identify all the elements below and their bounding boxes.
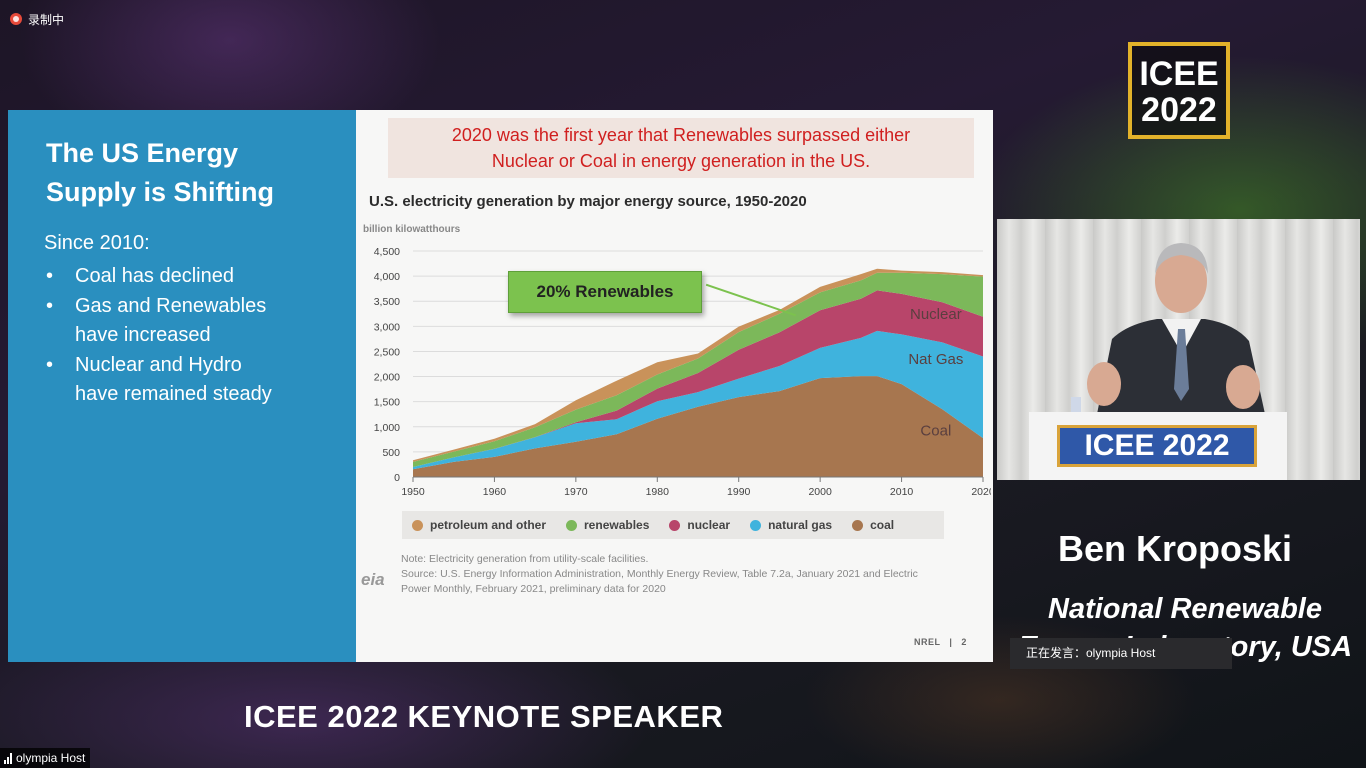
area-label-coal: Coal xyxy=(920,423,951,440)
x-tick-label: 1970 xyxy=(564,486,588,498)
bullet-item: Gas and Renewables have increased xyxy=(44,292,344,351)
x-tick-label: 2020 xyxy=(971,486,991,498)
area-label-nuclear: Nuclear xyxy=(910,306,962,323)
note-line3: Power Monthly, February 2021, preliminar… xyxy=(401,583,666,595)
x-tick-label: 1950 xyxy=(401,486,425,498)
area-label-natural-gas: Nat Gas xyxy=(908,351,963,368)
slide-left-panel: The US Energy Supply is Shifting Since 2… xyxy=(8,110,356,662)
area-chart: 4,500 4,000 3,500 3,000 2,500 2,000 1,500 1,000… xyxy=(374,246,991,498)
record-icon xyxy=(10,13,22,25)
participant-name: olympia Host xyxy=(16,751,86,765)
slide-footer: NREL | 2 xyxy=(914,637,967,647)
legend-swatch xyxy=(412,519,423,531)
logo-line2: 2022 xyxy=(1141,91,1217,129)
org-line1: National Renewable xyxy=(1048,593,1322,625)
speaker-video-feed: ICEE 2022 xyxy=(997,219,1360,480)
x-tick-label: 1980 xyxy=(646,486,670,498)
legend-label: petroleum and other xyxy=(430,518,547,532)
legend-swatch xyxy=(852,519,864,531)
area-nuclear xyxy=(413,290,983,467)
y-tick-label: 3,500 xyxy=(374,296,400,308)
eia-logo: eia xyxy=(361,570,385,589)
bullet-item: Nuclear and Hydro have remained steady xyxy=(44,351,344,410)
area-natural-gas xyxy=(413,330,983,470)
bullet-list: Coal has declined Gas and Renewables hav… xyxy=(44,262,344,410)
legend-label: natural gas xyxy=(768,518,833,532)
legend-label: nuclear xyxy=(687,518,731,532)
banner-line1: 2020 was the first year that Renewables … xyxy=(451,125,911,145)
podium-sign: ICEE 2022 xyxy=(1057,425,1257,467)
legend-label: renewables xyxy=(584,518,650,532)
callout-pointer xyxy=(705,283,797,317)
legend-item: coal xyxy=(852,518,894,532)
legend-swatch xyxy=(566,519,578,531)
y-tick-label: 4,000 xyxy=(374,271,400,283)
source-note: Note: Electricity generation from utilit… xyxy=(401,552,983,597)
y-tick-label: 0 xyxy=(394,472,400,484)
x-tick-label: 2000 xyxy=(808,486,832,498)
y-tick-label: 1,000 xyxy=(374,422,400,434)
legend-item: natural gas xyxy=(750,518,832,532)
participant-tag: olympia Host xyxy=(0,748,91,768)
chart-title: U.S. electricity generation by major ene… xyxy=(369,193,807,210)
note-line2: Source: U.S. Energy Information Administ… xyxy=(401,568,918,580)
legend-item: renewables xyxy=(566,518,649,532)
legend-swatch xyxy=(750,519,762,531)
bullet-item: Coal has declined xyxy=(44,262,344,292)
footer-org: NREL xyxy=(914,637,941,647)
y-tick-label: 2,500 xyxy=(374,346,400,358)
area-petroleum-and-other xyxy=(413,268,983,462)
now-speaking-toast: 正在发言：olympia Host xyxy=(1010,638,1232,669)
area-renewables xyxy=(413,272,983,467)
slide-title-line1: The US Energy xyxy=(46,138,239,168)
x-tick-label: 1960 xyxy=(483,486,507,498)
bullet-line2: have increased xyxy=(75,324,211,346)
banner-line2: Nuclear or Coal in energy generation in … xyxy=(491,151,871,171)
since-label: Since 2010: xyxy=(44,232,150,254)
renewables-callout: 20% Renewables xyxy=(508,271,702,313)
y-tick-label: 1,500 xyxy=(374,397,400,409)
keynote-title: ICEE 2022 KEYNOTE SPEAKER xyxy=(244,699,724,734)
headline-banner: 2020 was the first year that Renewables … xyxy=(388,118,974,178)
bullet-line1: Coal has declined xyxy=(75,265,234,287)
y-tick-label: 2,000 xyxy=(374,372,400,384)
speaker-name: Ben Kroposki xyxy=(1058,528,1293,569)
chart-legend: petroleum and other renewables nuclear natu… xyxy=(402,511,944,539)
y-axis-unit: billion kilowatthours xyxy=(363,224,461,235)
slide-title: The US Energy Supply is Shifting xyxy=(46,134,346,212)
bullet-line2: have remained steady xyxy=(75,383,272,405)
recording-label: 录制中 xyxy=(28,12,65,27)
podium: ICEE 2022 xyxy=(1029,412,1287,480)
y-tick-label: 3,000 xyxy=(374,321,400,333)
logo-line1: ICEE xyxy=(1139,55,1219,93)
y-tick-label: 500 xyxy=(382,447,400,459)
slide-title-line2: Supply is Shifting xyxy=(46,177,274,207)
bullet-line1: Gas and Renewables xyxy=(75,294,267,317)
x-tick-label: 1990 xyxy=(727,486,751,498)
presentation-slide: The US Energy Supply is Shifting Since 2… xyxy=(8,110,993,662)
recording-indicator: 录制中 xyxy=(10,10,64,28)
legend-item: petroleum and other xyxy=(412,518,546,532)
footer-separator: | xyxy=(949,637,953,647)
legend-item: nuclear xyxy=(669,518,730,532)
legend-swatch xyxy=(669,519,681,531)
bullet-line1: Nuclear and Hydro xyxy=(75,353,242,376)
page-number: 2 xyxy=(961,637,967,647)
legend-label: coal xyxy=(870,518,895,532)
area-coal xyxy=(413,376,983,477)
note-line1: Note: Electricity generation from utilit… xyxy=(401,553,649,565)
y-tick-label: 4,500 xyxy=(374,246,400,258)
speaker-figure xyxy=(1071,243,1265,414)
x-tick-label: 2010 xyxy=(890,486,914,498)
icee-logo: ICEE 2022 xyxy=(1128,42,1230,139)
signal-icon xyxy=(4,752,12,764)
